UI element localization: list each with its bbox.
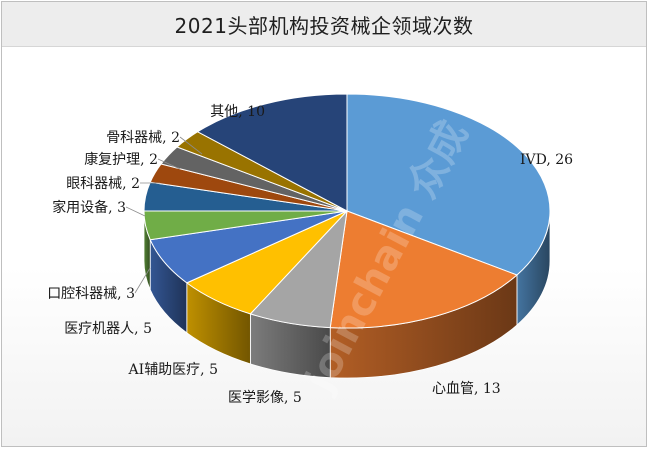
data-label-7: 家用设备, 3 — [52, 199, 126, 216]
data-label-9: 康复护理, 2 — [84, 151, 158, 168]
chart-title: 2021头部机构投资械企领域次数 — [174, 13, 474, 38]
data-label-10: 骨科器械, 2 — [106, 130, 180, 146]
data-labels: IVD, 26 心血管, 13 医学影像, 5 AI辅助医疗, 5 医疗机器人, 5 口腔… — [47, 104, 573, 406]
data-label-6: 口腔科器械, 3 — [47, 286, 135, 302]
leader-line-6 — [134, 267, 151, 294]
pie-slice-2 — [329, 210, 518, 329]
leader-line-9 — [157, 158, 181, 170]
pie-chart: IVD, 26 心血管, 13 医学影像, 5 AI辅助医疗, 5 医疗机器人, 5 口腔… — [47, 93, 573, 406]
data-label-3: 医学影像, 5 — [228, 390, 302, 406]
leader-lines — [125, 136, 203, 294]
data-label-5: 医疗机器人, 5 — [64, 321, 152, 337]
title-bar: 2021头部机构投资械企领域次数 — [2, 2, 646, 47]
leader-line-7 — [125, 206, 146, 217]
data-label-1: IVD, 26 — [520, 152, 573, 168]
data-label-2: 心血管, 13 — [432, 381, 501, 397]
data-label-11: 其他, 10 — [210, 104, 265, 120]
pie-slice-11 — [196, 93, 348, 212]
leader-line-10 — [179, 136, 203, 155]
pie-sides — [143, 210, 551, 379]
data-label-8: 眼科器械, 2 — [66, 176, 140, 192]
pie-tops — [143, 93, 551, 329]
data-label-4: AI辅助医疗, 5 — [128, 362, 218, 378]
